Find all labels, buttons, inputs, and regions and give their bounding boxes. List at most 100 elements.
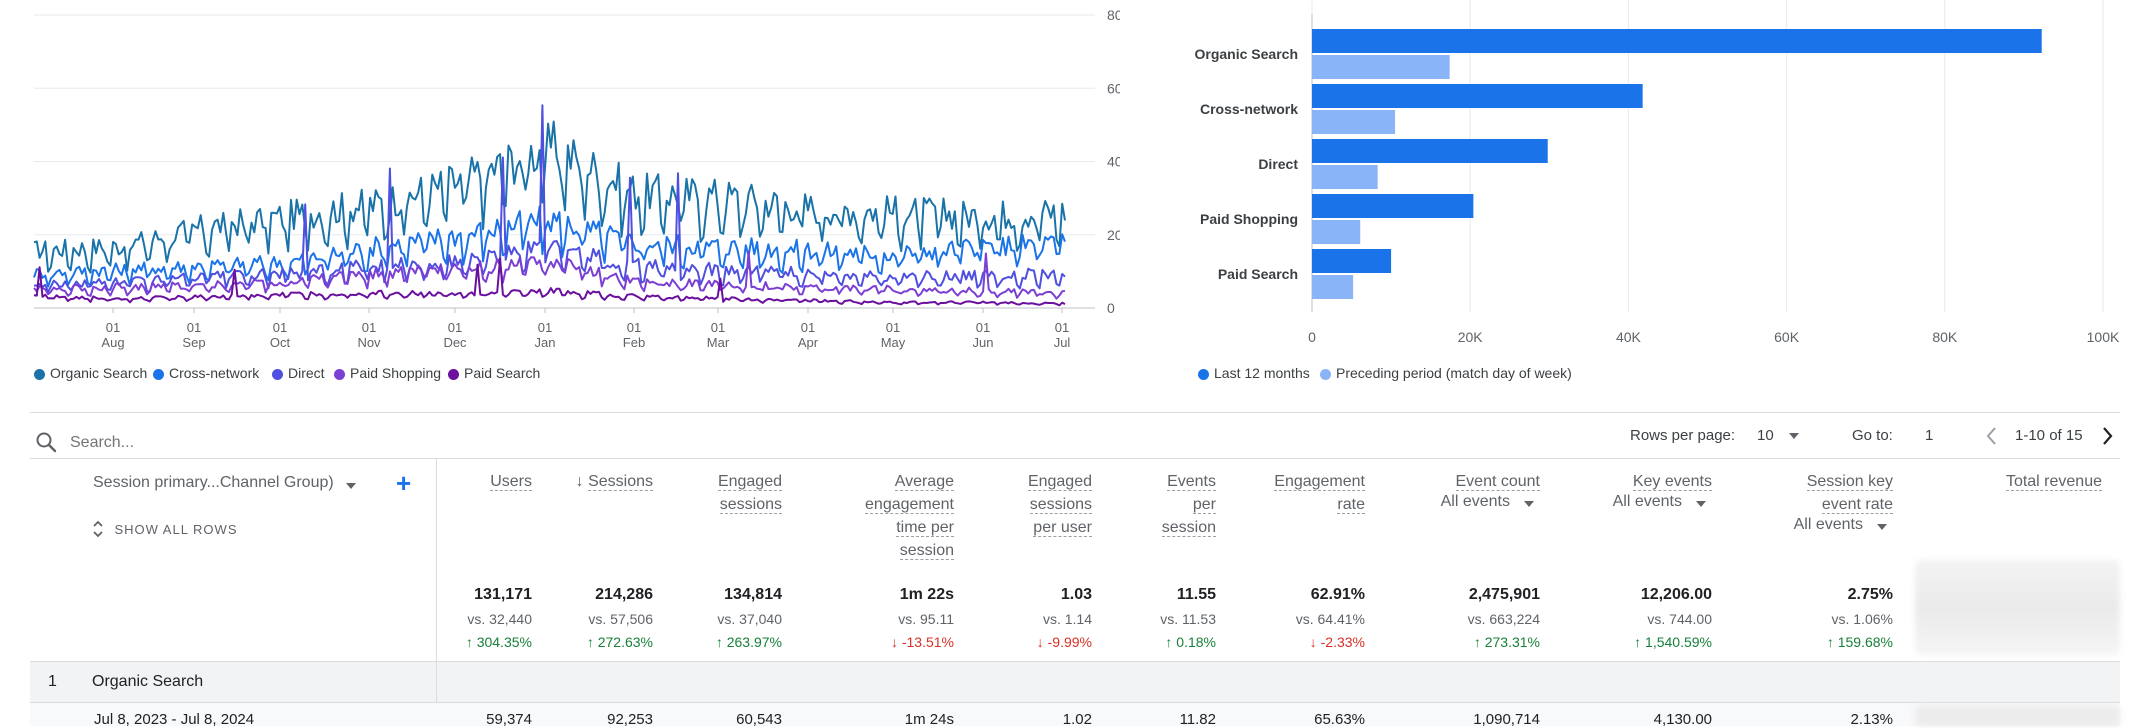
bar	[1312, 139, 1548, 163]
legend-item[interactable]: Cross-network	[153, 365, 259, 381]
row-value: 92,253	[607, 711, 653, 728]
total-value: 12,206.00	[1640, 586, 1712, 603]
row-index: 1	[48, 673, 57, 690]
x-tick-month: Jan	[535, 335, 556, 350]
column-header[interactable]: Engagement rate	[1274, 470, 1365, 516]
x-tick-month: Mar	[707, 335, 730, 350]
x-tick-day: 01	[362, 320, 376, 335]
legend-label: Paid Shopping	[350, 365, 442, 381]
column-header[interactable]: Average engagement time per session	[865, 470, 954, 562]
rows-per-page-label: Rows per page:	[1630, 427, 1736, 444]
x-tick-day: 01	[448, 320, 462, 335]
total-value: 1m 22s	[899, 586, 954, 603]
x-tick-label: 0	[1308, 329, 1316, 345]
row-value: 59,374	[486, 711, 532, 728]
table-row-group[interactable]: 1 Organic Search	[30, 662, 2120, 702]
legend-item[interactable]: Preceding period (match day of week)	[1320, 365, 1572, 381]
column-header[interactable]: ↓ Sessions	[576, 470, 653, 493]
total-revenue-redacted	[1915, 560, 2120, 655]
chevron-left-icon[interactable]	[1982, 424, 2002, 448]
legend-label: Cross-network	[169, 365, 260, 381]
column-header[interactable]: Events per session	[1161, 470, 1216, 539]
arrow-up-icon: ↑	[1826, 634, 1834, 650]
column-header-label: Events	[1167, 473, 1216, 491]
goto-label: Go to:	[1852, 427, 1893, 444]
show-all-rows-toggle[interactable]: SHOW ALL ROWS	[92, 519, 238, 539]
chevron-right-icon[interactable]	[2097, 424, 2117, 448]
bar	[1312, 220, 1361, 244]
legend-dot-icon	[1198, 368, 1209, 380]
legend-dot-icon	[1320, 368, 1331, 380]
column-header[interactable]: Key events	[1632, 470, 1712, 493]
column-header-label: Engaged	[717, 473, 782, 491]
change-value: ↓ -13.51%	[891, 634, 954, 650]
legend-item[interactable]: Paid Shopping	[334, 365, 441, 381]
legend-item[interactable]: Paid Search	[448, 365, 540, 381]
line-chart-gridlines	[34, 14, 1095, 309]
legend-item[interactable]: Last 12 months	[1198, 365, 1310, 381]
column-header[interactable]: Event count	[1455, 470, 1540, 493]
comparison-value: vs. 57,506	[588, 611, 653, 627]
event-filter-select[interactable]: All events	[1794, 516, 1887, 534]
pagination-range: 1-10 of 15	[2015, 427, 2083, 444]
row-period: Jul 8, 2023 - Jul 8, 2024	[94, 711, 255, 726]
bar-chart-x-axis: 0 20K 40K 60K 80K 100K	[1308, 329, 2120, 345]
dimension-label: Session primary...Channel Group)	[93, 474, 334, 491]
column-header[interactable]: Users	[490, 470, 532, 493]
table-row[interactable]: Jul 8, 2023 - Jul 8, 2024	[30, 703, 2120, 726]
x-tick-day: 01	[627, 320, 641, 335]
goto-input[interactable]: 1	[1925, 427, 1934, 444]
comparison-value: vs. 744.00	[1647, 611, 1712, 627]
search-bar[interactable]	[30, 422, 630, 462]
comparison-value: vs. 663,224	[1467, 611, 1540, 627]
dimension-selector[interactable]: Session primary...Channel Group)	[93, 474, 363, 498]
total-value: 2,475,901	[1468, 586, 1540, 603]
column-header[interactable]: Session key event rate	[1806, 470, 1893, 516]
legend-label: Paid Search	[464, 365, 541, 381]
line-chart-series	[33, 104, 1066, 307]
totals-divider	[30, 661, 2120, 662]
rows-per-page-select[interactable]: 10	[1757, 424, 1817, 450]
legend-item[interactable]: Organic Search	[34, 365, 147, 381]
bar-chart-category-labels: Organic Search Cross-network Direct Paid Sh…	[1195, 46, 1299, 282]
column-header[interactable]: Engaged sessions per user	[1027, 470, 1092, 539]
category-label: Organic Search	[1195, 46, 1299, 62]
legend-dot-icon	[448, 368, 459, 380]
arrow-up-icon: ↑	[1165, 634, 1173, 650]
legend-item[interactable]: Direct	[272, 365, 325, 381]
x-tick-label: 40K	[1616, 329, 1642, 345]
event-filter-select[interactable]: All events	[1441, 493, 1534, 511]
bar	[1312, 194, 1474, 218]
change-text: 272.63%	[597, 634, 653, 650]
add-dimension-button[interactable]: +	[396, 468, 412, 498]
unfold-icon	[93, 520, 103, 538]
arrow-up-icon: ↑	[715, 634, 723, 650]
legend-dot-icon	[334, 368, 345, 380]
column-header-label: Users	[490, 473, 532, 491]
rows-per-page-value: 10	[1757, 427, 1774, 444]
column-header-label: Engaged	[1027, 473, 1092, 491]
change-value: ↓ -2.33%	[1310, 634, 1365, 650]
row-value: 4,130.00	[1653, 711, 1712, 728]
comparison-value: vs. 32,440	[467, 611, 532, 627]
column-header[interactable]: Total revenue	[2005, 470, 2102, 493]
comparison-value: vs. 64.41%	[1295, 611, 1365, 627]
category-label: Cross-network	[1200, 101, 1298, 117]
total-value: 62.91%	[1310, 586, 1365, 603]
search-input[interactable]	[68, 428, 612, 458]
column-header[interactable]: Engaged sessions	[717, 470, 782, 516]
comparison-value: vs. 11.53	[1160, 611, 1216, 627]
change-value: ↑ 1,540.59%	[1634, 634, 1712, 650]
x-tick-month: Dec	[443, 335, 467, 350]
chevron-down-icon	[1789, 433, 1799, 439]
column-header-label: per	[1192, 496, 1216, 514]
arrow-up-icon: ↑	[586, 634, 594, 650]
total-value: 11.55	[1176, 586, 1216, 603]
event-filter-select[interactable]: All events	[1613, 493, 1706, 511]
legend-label: Direct	[288, 365, 325, 381]
column-header-label: sessions	[1029, 496, 1092, 514]
bar	[1312, 55, 1450, 79]
x-tick-day: 01	[187, 320, 201, 335]
change-text: 273.31%	[1484, 634, 1540, 650]
line-chart-x-axis: 01Aug01Sep01Oct01Nov01Dec01Jan01Feb01Mar…	[101, 308, 1070, 350]
